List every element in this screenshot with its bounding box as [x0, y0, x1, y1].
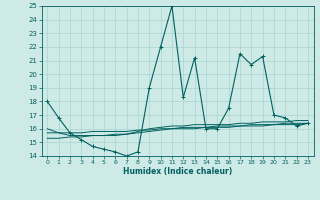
X-axis label: Humidex (Indice chaleur): Humidex (Indice chaleur) — [123, 167, 232, 176]
